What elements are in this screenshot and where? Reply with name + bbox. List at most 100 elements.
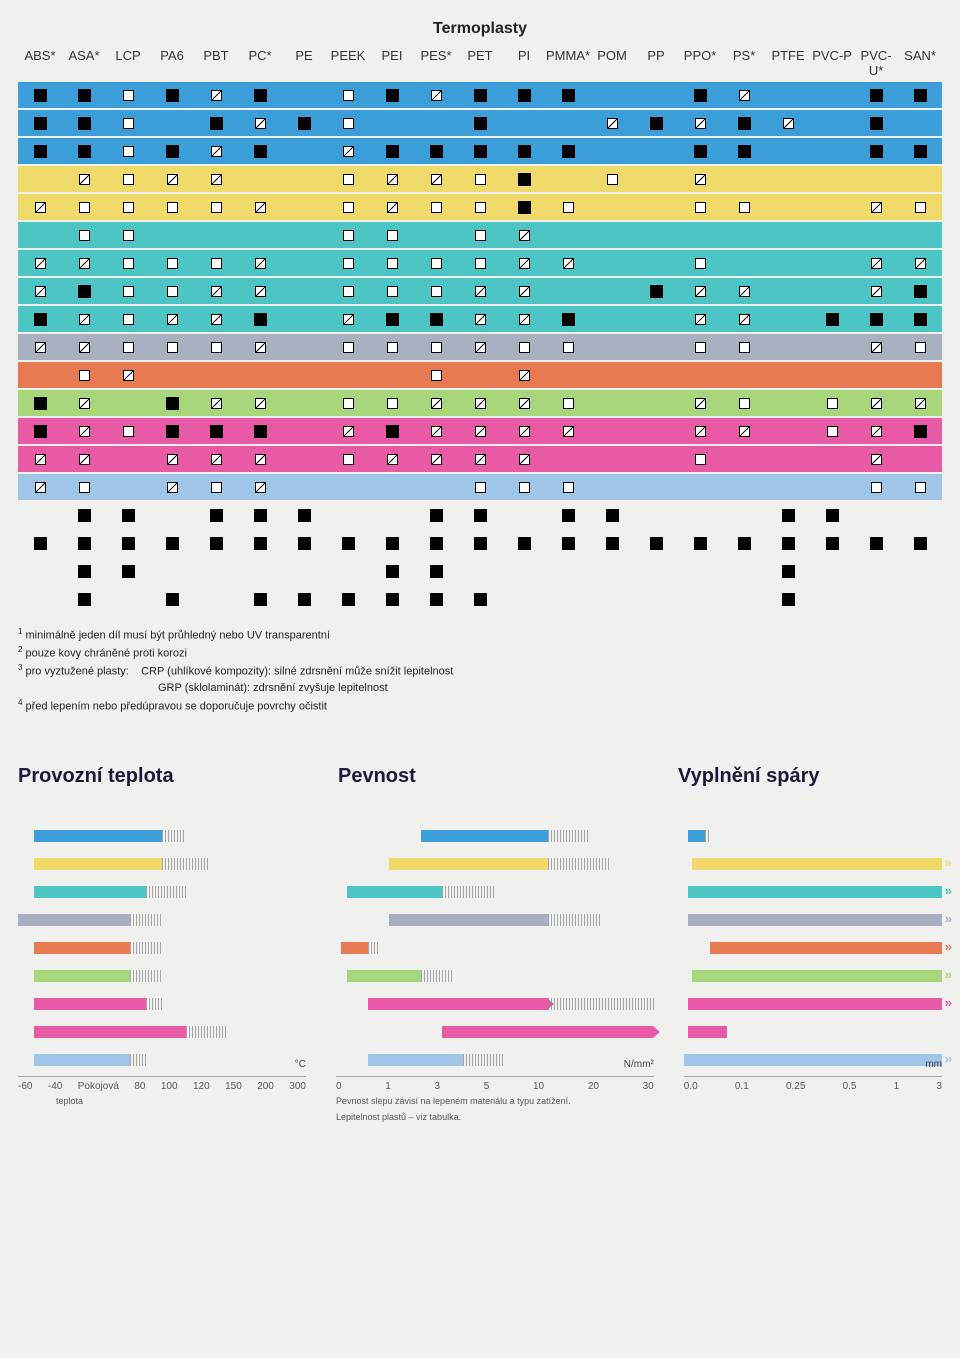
solid-icon [34, 537, 47, 550]
solid-icon [386, 89, 399, 102]
solid-icon [34, 89, 47, 102]
open-icon [343, 174, 354, 185]
open-icon [475, 174, 486, 185]
matrix-cell [18, 362, 62, 388]
half-icon [79, 342, 90, 353]
half-icon [211, 90, 222, 101]
matrix-cell [194, 222, 238, 248]
matrix-cell [766, 82, 810, 108]
solid-icon [826, 537, 839, 550]
matrix-cell [854, 306, 898, 332]
axis-tick: 0.5 [843, 1081, 857, 1092]
chart-bar [18, 942, 306, 954]
matrix-cell [678, 138, 722, 164]
matrix-cell [414, 110, 458, 136]
open-icon [431, 370, 442, 381]
half-icon [211, 286, 222, 297]
matrix-cell [502, 474, 546, 500]
matrix-cell [194, 362, 238, 388]
matrix-cell [282, 138, 326, 164]
matrix-cell [18, 390, 62, 416]
chart-bar [18, 1026, 306, 1038]
matrix-cell [414, 278, 458, 304]
matrix-cell [370, 138, 414, 164]
matrix-cell [590, 250, 634, 276]
matrix-cell [678, 278, 722, 304]
matrix-cell [370, 446, 414, 472]
matrix-cell [238, 474, 282, 500]
open-icon [563, 342, 574, 353]
matrix-cell [18, 474, 62, 500]
open-icon [79, 202, 90, 213]
half-icon [35, 202, 46, 213]
unit-3: mm [925, 1059, 942, 1070]
matrix-cell [62, 138, 106, 164]
matrix-cell [238, 558, 282, 584]
matrix-cell [854, 250, 898, 276]
solid-icon [386, 425, 399, 438]
matrix-row [18, 474, 942, 500]
matrix-cell [722, 334, 766, 360]
axis-tick: 150 [225, 1081, 242, 1092]
chart-bar [336, 1054, 654, 1066]
matrix-cell [810, 194, 854, 220]
solid-icon [78, 593, 91, 606]
open-icon [123, 146, 134, 157]
matrix-cell [18, 306, 62, 332]
matrix-cell [678, 166, 722, 192]
bar-charts-section: Provozní teplota Pevnost Vyplnění spáry … [18, 765, 942, 1110]
solid-icon [738, 145, 751, 158]
axis-tick: 20 [588, 1081, 599, 1092]
axis-tick: 100 [161, 1081, 178, 1092]
matrix-cell [194, 530, 238, 556]
matrix-row [18, 334, 942, 360]
half-icon [255, 118, 266, 129]
matrix-cell [238, 530, 282, 556]
matrix-cell [502, 82, 546, 108]
chart-bar [684, 1054, 942, 1066]
footnotes: 1 minimálně jeden díl musí být průhledný… [18, 626, 942, 715]
matrix-cell [458, 110, 502, 136]
open-icon [519, 482, 530, 493]
half-icon [167, 454, 178, 465]
matrix-cell [106, 222, 150, 248]
solid-icon [430, 537, 443, 550]
open-icon [343, 454, 354, 465]
solid-icon [474, 89, 487, 102]
solid-icon [474, 593, 487, 606]
open-icon [695, 202, 706, 213]
matrix-cell [326, 334, 370, 360]
open-icon [431, 286, 442, 297]
half-icon [123, 370, 134, 381]
chart-bar [684, 1026, 942, 1038]
solid-icon [342, 593, 355, 606]
solid-icon [166, 593, 179, 606]
matrix-cell [766, 474, 810, 500]
matrix-cell [722, 222, 766, 248]
open-icon [343, 258, 354, 269]
half-icon [211, 146, 222, 157]
half-icon [871, 286, 882, 297]
matrix-cell [414, 166, 458, 192]
chart-bar [336, 998, 654, 1010]
solid-icon [254, 145, 267, 158]
solid-icon [562, 537, 575, 550]
solid-icon [78, 285, 91, 298]
matrix-cell [194, 502, 238, 528]
half-icon [695, 314, 706, 325]
matrix-cell [898, 418, 942, 444]
matrix-cell [810, 222, 854, 248]
matrix-cell [810, 362, 854, 388]
col-header: PEEK [326, 48, 370, 78]
matrix-cell [458, 334, 502, 360]
matrix-cell [546, 558, 590, 584]
col-header: PES* [414, 48, 458, 78]
solid-icon [78, 509, 91, 522]
solid-icon [34, 313, 47, 326]
matrix-cell [854, 82, 898, 108]
matrix-cell [854, 278, 898, 304]
col-header: PTFE [766, 48, 810, 78]
matrix-cell [282, 278, 326, 304]
matrix-cell [62, 82, 106, 108]
matrix-cell [414, 502, 458, 528]
